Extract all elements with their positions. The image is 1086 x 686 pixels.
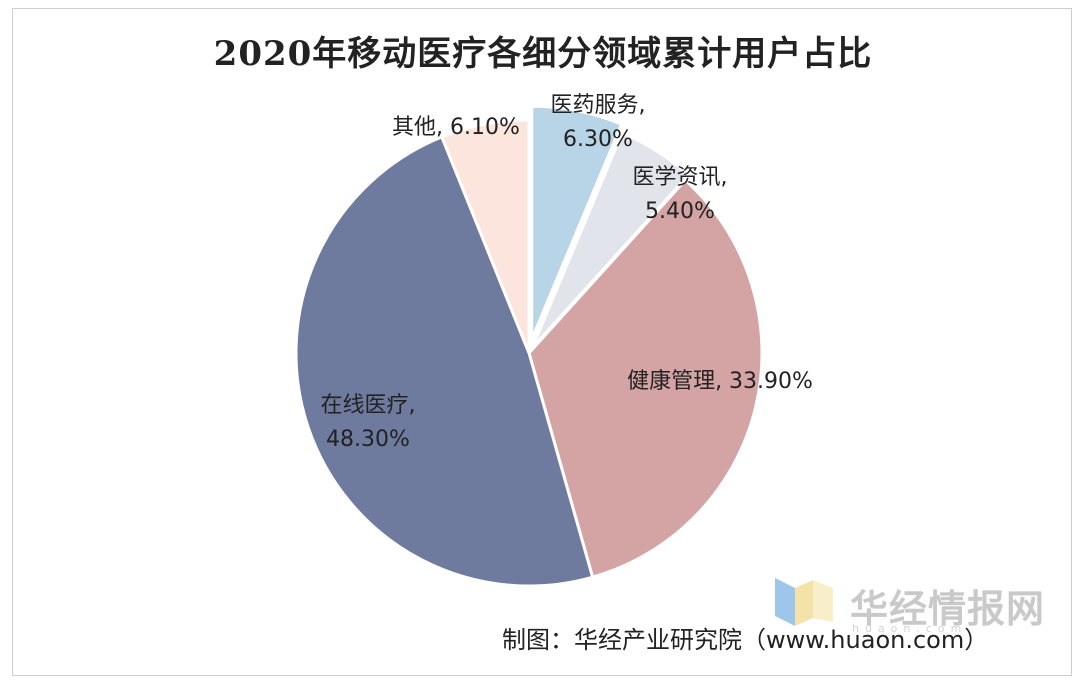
pie-slice-1 (530, 104, 624, 340)
pie-slice-5 (439, 118, 531, 354)
source-note: 制图：华经产业研究院（www.huaon.com） (502, 626, 989, 654)
slice-label-2: 医学资讯, 5.40% (633, 165, 728, 224)
pie-slice-3 (527, 178, 764, 580)
watermark-text: 华经情报网 (850, 587, 1046, 631)
pie-slice-2 (530, 130, 691, 349)
slice-label-1: 医药服务, 6.30% (551, 93, 646, 152)
chart-title: 2020年移动医疗各细分领域累计用户占比 (213, 34, 873, 74)
slice-label-5: 其他, 6.10% (392, 115, 520, 140)
slice-label-3: 健康管理, 33.90% (627, 369, 813, 394)
pie-slice-4 (294, 134, 595, 588)
watermark-subtext: huaon.com (852, 622, 968, 635)
watermark-logo-icon (775, 578, 833, 626)
slice-label-4: 在线医疗, 48.30% (321, 393, 416, 452)
